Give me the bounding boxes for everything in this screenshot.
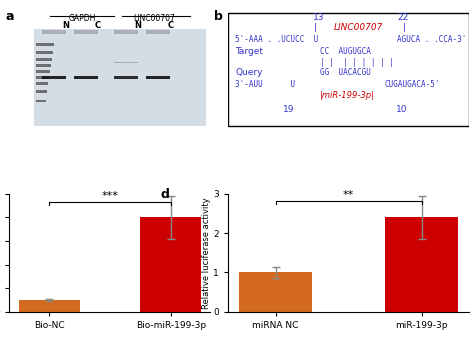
Bar [146,30,170,34]
Text: CUGAUGACA-5': CUGAUGACA-5' [385,80,440,89]
Text: b: b [214,10,222,23]
Text: LINC00707: LINC00707 [334,23,383,32]
Text: 10: 10 [396,105,408,114]
Text: 22: 22 [397,13,408,22]
Bar [114,30,138,34]
Text: 3'-AUU      U: 3'-AUU U [236,80,295,89]
Bar [385,217,458,312]
Bar [34,29,206,126]
Text: GG  UACACGU: GG UACACGU [320,68,371,77]
Bar [74,30,98,34]
Bar [42,76,66,79]
Bar [114,62,138,63]
Text: 5'-AAA . .UCUCC  U: 5'-AAA . .UCUCC U [236,35,319,44]
Bar [18,300,80,312]
Bar [36,100,46,102]
Bar [140,217,201,312]
Text: LINC00707: LINC00707 [133,14,175,23]
Text: N: N [62,21,69,30]
Bar [146,76,170,79]
Text: a: a [6,10,14,23]
Text: GAPDH: GAPDH [68,14,95,23]
Text: |: | [313,23,317,32]
Bar [42,30,66,34]
Bar [36,91,46,93]
Bar [114,76,138,79]
Text: **: ** [343,190,354,200]
Text: | |  | | | | | |: | | | | | | | | [320,58,394,66]
Bar [36,82,48,85]
Bar [36,51,53,54]
Text: |: | [402,23,406,32]
Text: CC  AUGUGCA: CC AUGUGCA [320,47,371,56]
Bar [36,43,54,46]
Text: d: d [161,188,170,201]
Bar [36,76,49,79]
Bar [36,70,50,73]
Bar [74,76,98,79]
Bar [36,58,52,61]
Text: ***: *** [101,191,118,201]
Text: Query: Query [236,68,263,77]
Text: 19: 19 [283,105,294,114]
Bar [239,273,312,312]
Text: AGUCA . .CCA-3': AGUCA . .CCA-3' [397,35,466,44]
Bar [36,64,51,67]
Text: C: C [167,21,173,30]
Text: |miR-199-3p|: |miR-199-3p| [320,91,375,100]
Text: Target: Target [236,47,264,56]
Text: C: C [95,21,101,30]
Y-axis label: Relative luciferase activity: Relative luciferase activity [201,197,210,308]
Text: N: N [135,21,142,30]
Text: 13: 13 [312,13,324,22]
